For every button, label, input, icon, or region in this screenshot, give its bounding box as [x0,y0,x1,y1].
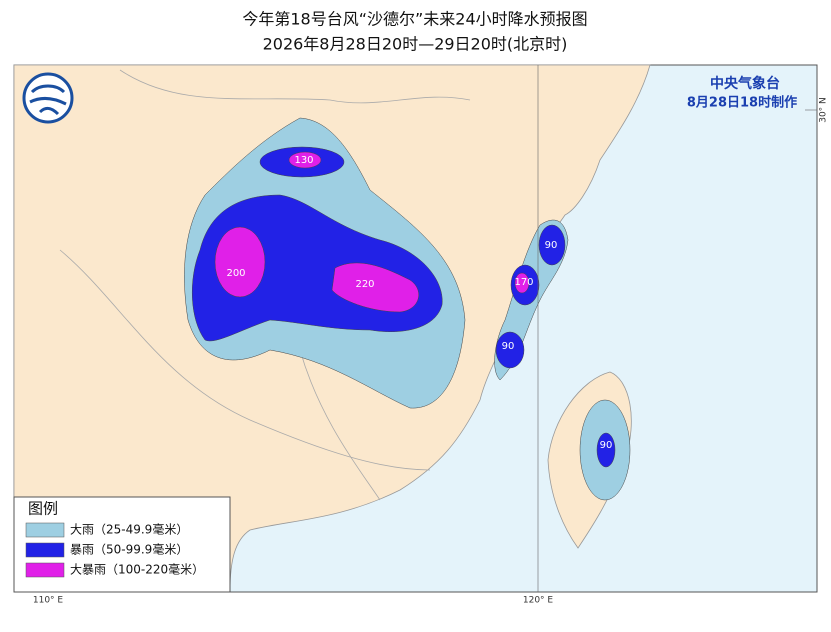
lat-label: 30° N [819,97,829,123]
rain-label: 200 [226,268,245,279]
rain-label: 130 [294,155,313,166]
legend-label: 大暴雨（100-220毫米） [70,562,204,577]
legend: 图例 大雨（25-49.9毫米） 暴雨（50-99.9毫米） 大暴雨（100-220… [13,496,231,593]
lon-label: 120° E [523,596,554,606]
legend-swatch [25,522,65,538]
rain-areas [184,117,631,501]
rain-label: 90 [502,341,515,352]
rain-area [596,432,616,468]
lon-label: 110° E [33,596,64,606]
legend-swatch [25,542,65,558]
logo [22,72,74,124]
rain-area [288,151,322,169]
rain-area [514,272,530,294]
issue-time: 8月28日18时制作 [687,95,797,111]
rain-area [538,224,566,266]
legend-label: 大雨（25-49.9毫米） [70,522,188,537]
title: 今年第18号台风“沙德尔”未来24小时降水预报图 [242,10,587,29]
legend-title: 图例 [28,500,58,518]
rain-label: 90 [545,240,558,251]
rain-label: 170 [514,277,533,288]
legend-swatch [25,562,65,578]
rain-area [214,226,266,298]
rain-label: 220 [355,279,374,290]
rain-area [495,331,525,369]
subtitle: 2026年8月28日20时—29日20时(北京时) [263,35,568,54]
rain-label: 90 [600,440,613,451]
borders [59,69,471,501]
rain-area [331,262,419,313]
legend-label: 暴雨（50-99.9毫米） [70,542,188,557]
agency: 中央气象台 [710,75,780,92]
